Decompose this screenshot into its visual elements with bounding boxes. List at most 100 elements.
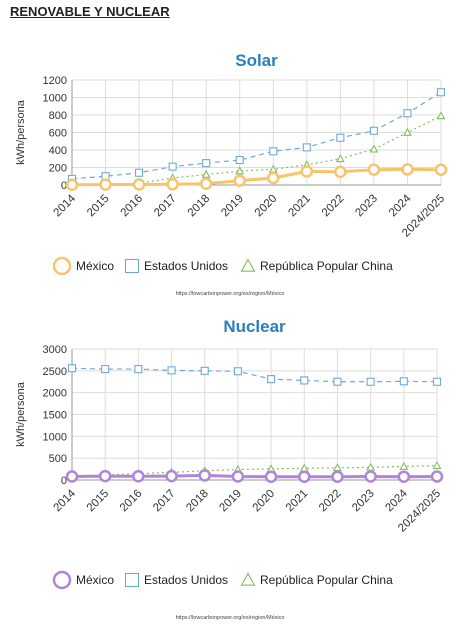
- data-point: [335, 154, 345, 163]
- x-tick-label: 2014: [52, 487, 79, 514]
- data-point: [65, 178, 79, 191]
- data-point: [299, 463, 309, 472]
- data-point: [168, 162, 177, 171]
- series-line: [71, 367, 438, 383]
- data-point: [200, 366, 209, 375]
- data-point: [434, 163, 448, 176]
- x-tick-label: 2016: [118, 488, 145, 515]
- data-point: [333, 463, 342, 472]
- data-point: [399, 461, 409, 470]
- data-point: [397, 470, 411, 483]
- x-tick-label: 2022: [317, 488, 344, 515]
- series-line: [71, 464, 438, 477]
- x-tick-label: 2018: [186, 193, 213, 220]
- data-point: [235, 166, 245, 175]
- data-point: [401, 163, 414, 176]
- y-tick-label: 1000: [43, 93, 67, 105]
- y-axis-label: kWh/persona: [15, 99, 27, 165]
- data-point: [199, 177, 213, 190]
- data-point: [231, 470, 245, 483]
- data-point: [302, 143, 311, 152]
- data-point: [99, 178, 112, 191]
- legend-label: República Popular China: [260, 259, 393, 273]
- data-point: [233, 174, 246, 187]
- data-point: [436, 111, 446, 120]
- data-point: [132, 470, 145, 483]
- x-tick-label: 2018: [184, 488, 211, 515]
- x-tick-label: 2024: [383, 487, 410, 514]
- x-tick-label: 2016: [119, 193, 146, 220]
- chart-title: Solar: [235, 51, 278, 70]
- x-tick-label: 2014: [52, 192, 79, 219]
- series-line: [71, 473, 438, 479]
- data-point: [98, 469, 112, 483]
- x-tick-label: 2017: [152, 193, 179, 220]
- data-point: [101, 365, 110, 374]
- legend-label: México: [76, 259, 114, 273]
- data-point: [165, 469, 178, 483]
- legend-marker: [240, 258, 256, 272]
- x-tick-label: 2020: [251, 488, 278, 515]
- data-point: [366, 462, 376, 471]
- data-point: [366, 377, 375, 386]
- data-point: [300, 165, 314, 178]
- y-tick-label: 1500: [43, 410, 67, 422]
- y-tick-label: 200: [49, 163, 67, 175]
- data-point: [333, 377, 342, 386]
- data-point: [233, 367, 242, 376]
- x-tick-label: 2021: [284, 488, 311, 515]
- data-point: [403, 127, 412, 136]
- x-tick-label: 2021: [286, 193, 313, 220]
- data-point: [268, 164, 278, 173]
- data-point: [399, 377, 408, 386]
- data-point: [235, 156, 244, 165]
- solar-chart: Solar kWh/persona 0 200 400 600 800 1000 1200 201…: [15, 51, 448, 297]
- data-point: [432, 460, 442, 469]
- x-tick-label: 2023: [350, 488, 377, 515]
- data-point: [67, 364, 77, 373]
- data-point: [430, 470, 444, 483]
- data-point: [369, 126, 378, 135]
- x-tick-label: 2024: [387, 192, 414, 219]
- data-point: [132, 178, 146, 191]
- x-tick-label: 2017: [151, 488, 178, 515]
- data-point: [264, 470, 278, 483]
- legend-label: México: [76, 573, 114, 587]
- page-title: RENOVABLE Y NUCLEAR: [10, 4, 170, 19]
- source-url: https://lowcarbonpower.org/es/region/Méx…: [176, 291, 285, 297]
- x-tick-label: 2022: [320, 193, 347, 220]
- x-tick-label: 2019: [217, 488, 244, 515]
- legend-marker: [52, 256, 72, 276]
- legend-label: Estados Unidos: [144, 573, 228, 587]
- data-point: [334, 165, 347, 179]
- series-line: [71, 167, 442, 187]
- data-point: [267, 375, 276, 384]
- data-point: [269, 147, 278, 156]
- data-point: [267, 171, 280, 185]
- y-tick-label: 2000: [43, 388, 67, 400]
- data-point: [198, 469, 211, 482]
- data-point: [300, 376, 309, 385]
- data-point: [202, 159, 211, 168]
- data-point: [403, 109, 412, 118]
- y-tick-label: 600: [49, 128, 67, 140]
- y-tick-label: 1000: [43, 431, 67, 443]
- legend-marker: [124, 572, 140, 588]
- data-point: [436, 88, 446, 97]
- data-point: [364, 470, 377, 483]
- y-tick-label: 400: [49, 145, 67, 157]
- data-point: [135, 168, 144, 177]
- x-tick-label: 2020: [253, 193, 280, 220]
- y-tick-label: 2500: [43, 366, 67, 378]
- data-point: [65, 470, 79, 483]
- y-tick-label: 1200: [43, 75, 67, 87]
- x-tick-label: 2015: [85, 193, 112, 220]
- data-point: [298, 470, 311, 483]
- y-tick-label: 3000: [43, 344, 67, 356]
- data-point: [167, 366, 176, 375]
- x-tick-label: 2019: [219, 193, 246, 220]
- data-point: [367, 163, 381, 176]
- y-tick-label: 0: [61, 475, 67, 487]
- nuclear-chart: Nuclear kWh/persona 0 500 1000 1500 2000 2500 30…: [15, 317, 444, 621]
- data-point: [331, 470, 344, 483]
